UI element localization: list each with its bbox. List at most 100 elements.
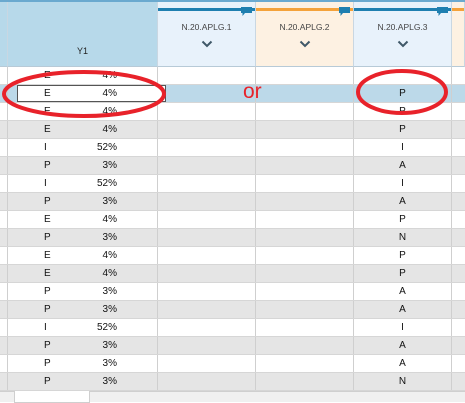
cell-aplg2[interactable]: [256, 139, 354, 156]
table-row[interactable]: E 4% P: [0, 121, 465, 139]
cell-aplg1[interactable]: [158, 121, 256, 138]
cell-aplg1[interactable]: [158, 301, 256, 318]
cell-partial[interactable]: [452, 211, 465, 228]
cell-y1[interactable]: P 3%: [8, 355, 158, 372]
cell-aplg3[interactable]: P: [354, 103, 452, 120]
cell-aplg3[interactable]: P: [354, 85, 452, 102]
table-row[interactable]: E 4% P: [0, 103, 465, 121]
cell-aplg3[interactable]: N: [354, 373, 452, 390]
chevron-down-icon[interactable]: [299, 40, 311, 48]
row-header-cell[interactable]: [0, 139, 8, 156]
cell-aplg3[interactable]: A: [354, 283, 452, 300]
cell-aplg2[interactable]: [256, 301, 354, 318]
cell-aplg1[interactable]: [158, 67, 256, 84]
cell-aplg2[interactable]: [256, 103, 354, 120]
cell-y1[interactable]: P 3%: [8, 283, 158, 300]
cell-aplg3[interactable]: P: [354, 247, 452, 264]
cell-aplg2[interactable]: [256, 67, 354, 84]
cell-aplg2[interactable]: [256, 193, 354, 210]
row-header-cell[interactable]: [0, 319, 8, 336]
cell-aplg3[interactable]: A: [354, 337, 452, 354]
cell-y1[interactable]: P 3%: [8, 301, 158, 318]
row-header-cell[interactable]: [0, 373, 8, 390]
cell-y1[interactable]: E 4%: [8, 85, 166, 102]
cell-y1[interactable]: I 52%: [8, 175, 158, 192]
cell-aplg1[interactable]: [158, 247, 256, 264]
table-row[interactable]: I 52% I: [0, 175, 465, 193]
sheet-tab[interactable]: [14, 391, 90, 403]
cell-aplg1[interactable]: [158, 283, 256, 300]
cell-aplg1[interactable]: [158, 85, 256, 102]
cell-aplg2[interactable]: [256, 121, 354, 138]
row-header-cell[interactable]: [0, 121, 8, 138]
cell-partial[interactable]: [452, 193, 465, 210]
table-row[interactable]: P 3% N: [0, 373, 465, 391]
cell-y1[interactable]: E 4%: [8, 67, 158, 84]
column-header-aplg3[interactable]: N.20.APLG.3: [354, 2, 452, 67]
cell-partial[interactable]: [452, 229, 465, 246]
row-header-cell[interactable]: [0, 157, 8, 174]
cell-aplg3[interactable]: A: [354, 193, 452, 210]
cell-y1[interactable]: P 3%: [8, 157, 158, 174]
table-row[interactable]: P 3% A: [0, 355, 465, 373]
cell-partial[interactable]: [452, 337, 465, 354]
cell-aplg2[interactable]: [256, 337, 354, 354]
row-header-cell[interactable]: [0, 67, 8, 84]
table-row[interactable]: E 4% P: [0, 85, 465, 103]
cell-aplg2[interactable]: [256, 211, 354, 228]
cell-aplg2[interactable]: [256, 229, 354, 246]
cell-aplg3[interactable]: I: [354, 175, 452, 192]
cell-y1[interactable]: E 4%: [8, 247, 158, 264]
cell-aplg3[interactable]: P: [354, 211, 452, 228]
column-header-aplg2[interactable]: N.20.APLG.2: [256, 2, 354, 67]
cell-y1[interactable]: P 3%: [8, 373, 158, 390]
comment-flag-icon[interactable]: [241, 7, 252, 16]
row-header-cell[interactable]: [0, 355, 8, 372]
cell-aplg3[interactable]: A: [354, 355, 452, 372]
row-header-cell[interactable]: [0, 337, 8, 354]
cell-aplg3[interactable]: P: [354, 121, 452, 138]
cell-partial[interactable]: [452, 319, 465, 336]
cell-aplg3[interactable]: I: [354, 319, 452, 336]
cell-aplg2[interactable]: [256, 175, 354, 192]
cell-aplg1[interactable]: [158, 175, 256, 192]
row-header-cell[interactable]: [0, 265, 8, 282]
table-row[interactable]: E 4% P: [0, 265, 465, 283]
column-header-y1[interactable]: Y1: [8, 2, 158, 67]
cell-y1[interactable]: E 4%: [8, 103, 158, 120]
cell-aplg2[interactable]: [256, 373, 354, 390]
cell-aplg2[interactable]: [256, 85, 354, 102]
cell-partial[interactable]: [452, 373, 465, 390]
cell-aplg1[interactable]: [158, 337, 256, 354]
cell-aplg1[interactable]: [158, 229, 256, 246]
row-header-cell[interactable]: [0, 85, 8, 102]
comment-flag-icon[interactable]: [339, 7, 350, 16]
cell-aplg2[interactable]: [256, 247, 354, 264]
cell-y1[interactable]: P 3%: [8, 193, 158, 210]
cell-aplg1[interactable]: [158, 373, 256, 390]
cell-partial[interactable]: [452, 85, 465, 102]
cell-partial[interactable]: [452, 139, 465, 156]
row-header-cell[interactable]: [0, 175, 8, 192]
cell-y1[interactable]: P 3%: [8, 229, 158, 246]
cell-aplg2[interactable]: [256, 157, 354, 174]
table-row[interactable]: I 52% I: [0, 139, 465, 157]
row-header-cell[interactable]: [0, 283, 8, 300]
cell-aplg2[interactable]: [256, 319, 354, 336]
cell-partial[interactable]: [452, 301, 465, 318]
cell-partial[interactable]: [452, 355, 465, 372]
chevron-down-icon[interactable]: [397, 40, 409, 48]
table-row[interactable]: P 3% A: [0, 283, 465, 301]
cell-aplg1[interactable]: [158, 103, 256, 120]
table-row[interactable]: P 3% A: [0, 193, 465, 211]
cell-aplg1[interactable]: [158, 139, 256, 156]
cell-partial[interactable]: [452, 103, 465, 120]
cell-aplg1[interactable]: [158, 157, 256, 174]
cell-aplg3[interactable]: P: [354, 265, 452, 282]
cell-partial[interactable]: [452, 67, 465, 84]
column-header-aplg1[interactable]: N.20.APLG.1: [158, 2, 256, 67]
cell-aplg3[interactable]: N: [354, 229, 452, 246]
table-row[interactable]: P 3% A: [0, 337, 465, 355]
cell-partial[interactable]: [452, 283, 465, 300]
cell-partial[interactable]: [452, 175, 465, 192]
